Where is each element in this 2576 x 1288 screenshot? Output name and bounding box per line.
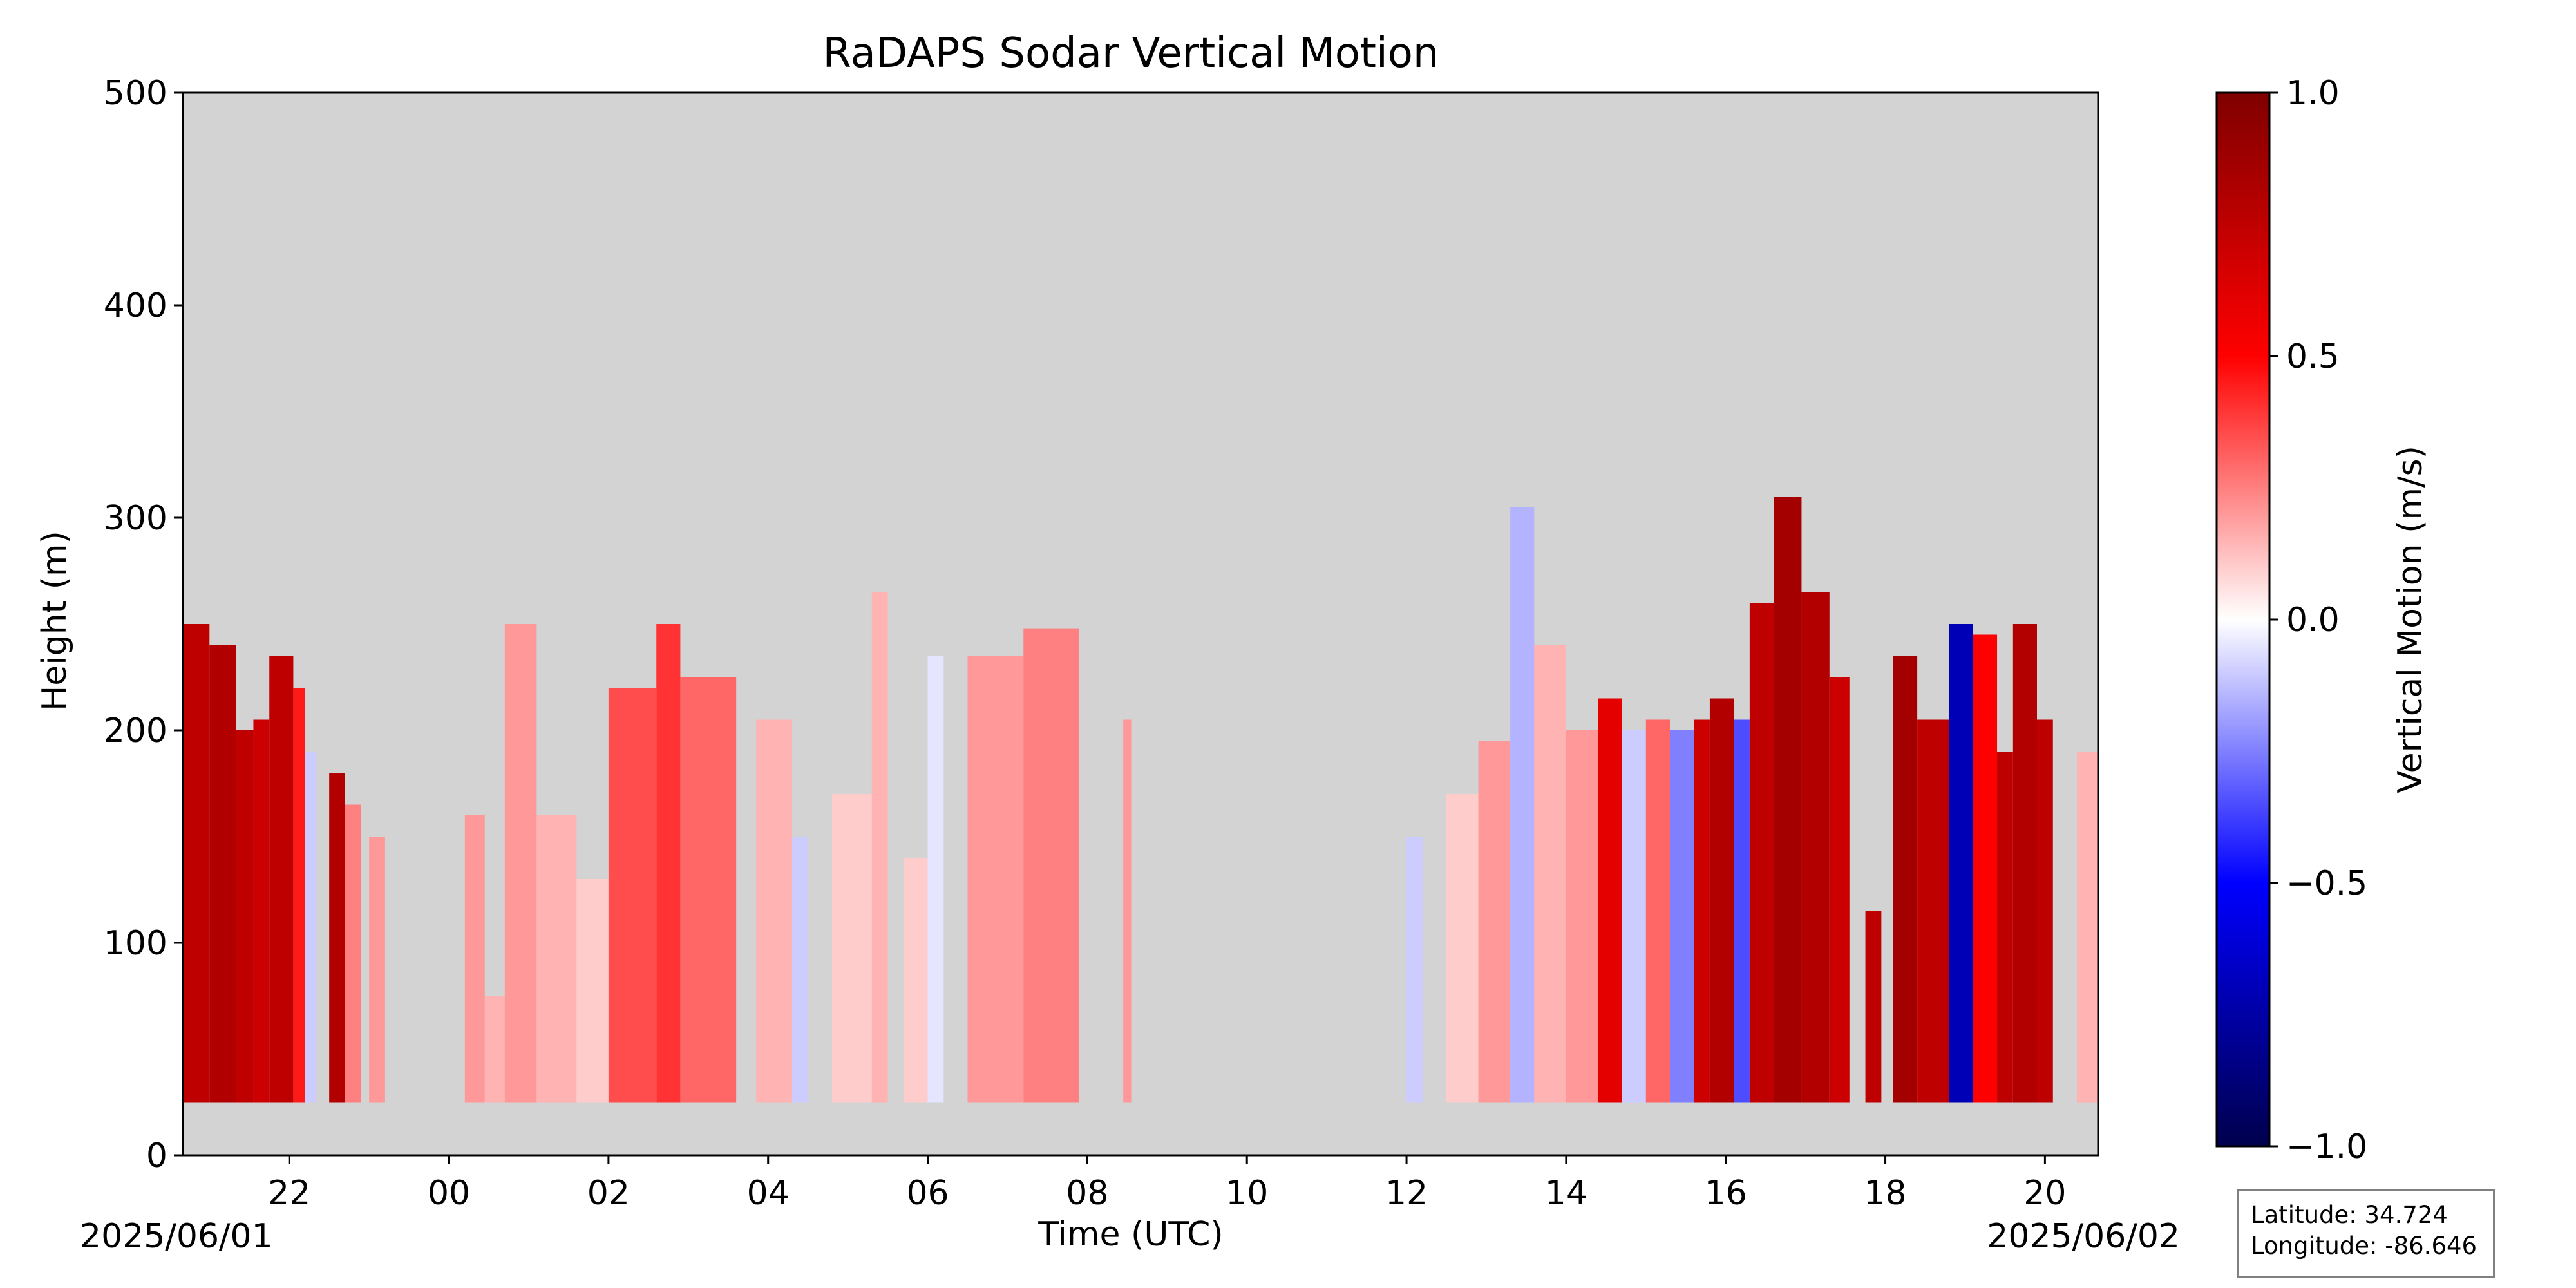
data-column xyxy=(1023,628,1079,1103)
colorbar-ticks: 1.0 0.5 0.0 −0.5 −1.0 xyxy=(2269,74,2367,1166)
data-column xyxy=(756,719,792,1103)
start-date-label: 2025/06/01 xyxy=(80,1217,273,1256)
data-column xyxy=(1669,730,1694,1103)
x-tick-label: 08 xyxy=(1066,1174,1108,1213)
data-column xyxy=(791,837,808,1103)
colorbar-tick-label: −0.5 xyxy=(2286,864,2367,903)
x-tick-label: 02 xyxy=(587,1174,630,1213)
data-column xyxy=(345,804,361,1103)
x-tick-label: 14 xyxy=(1545,1174,1587,1213)
x-tick-label: 04 xyxy=(747,1174,790,1213)
data-columns xyxy=(183,497,2098,1103)
data-column xyxy=(1622,730,1646,1103)
x-tick-label: 16 xyxy=(1705,1174,1747,1213)
data-column xyxy=(1446,794,1479,1103)
data-column xyxy=(236,730,254,1103)
data-column xyxy=(2076,752,2098,1103)
y-tick-label: 0 xyxy=(146,1137,167,1175)
x-axis-label: Time (UTC) xyxy=(1037,1215,1223,1254)
y-axis-label: Height (m) xyxy=(35,531,74,711)
end-date-label: 2025/06/02 xyxy=(1987,1217,2180,1256)
data-column xyxy=(1478,741,1511,1103)
data-column xyxy=(1917,719,1949,1103)
longitude-text: Longitude: -86.646 xyxy=(2251,1232,2477,1260)
x-tick-label: 20 xyxy=(2023,1174,2066,1213)
data-column xyxy=(1709,698,1734,1103)
data-column xyxy=(1598,698,1622,1103)
data-column xyxy=(1734,719,1750,1103)
data-column xyxy=(1774,497,1802,1103)
data-column xyxy=(329,773,345,1103)
data-column xyxy=(1801,592,1830,1103)
data-column xyxy=(967,656,1024,1103)
data-column xyxy=(1123,719,1132,1103)
data-column xyxy=(1566,730,1598,1103)
x-tick-label: 10 xyxy=(1226,1174,1268,1213)
x-axis-ticks: 22 00 02 04 06 08 10 12 14 16 18 20 xyxy=(268,1155,2066,1213)
x-tick-label: 00 xyxy=(428,1174,470,1213)
y-tick-label: 100 xyxy=(104,924,167,963)
y-tick-label: 500 xyxy=(104,74,167,113)
data-column xyxy=(1534,645,1566,1103)
data-column xyxy=(484,996,505,1103)
data-column xyxy=(2012,624,2037,1103)
latitude-text: Latitude: 34.724 xyxy=(2251,1201,2448,1229)
x-tick-label: 22 xyxy=(268,1174,310,1213)
data-column xyxy=(1510,507,1535,1103)
y-axis-ticks: 0 100 200 300 400 500 xyxy=(104,74,183,1175)
x-tick-label: 18 xyxy=(1864,1174,1906,1213)
data-column xyxy=(1829,677,1850,1103)
location-info-box: Latitude: 34.724 Longitude: -86.646 xyxy=(2237,1189,2495,1278)
data-column xyxy=(1694,719,1710,1103)
data-column xyxy=(831,794,872,1103)
data-column xyxy=(927,656,944,1103)
data-column xyxy=(1406,837,1423,1103)
data-column xyxy=(293,688,306,1103)
colorbar xyxy=(2215,91,2271,1148)
x-tick-label: 06 xyxy=(906,1174,949,1213)
data-column xyxy=(209,645,236,1103)
colorbar-tick-label: −1.0 xyxy=(2286,1128,2367,1166)
y-tick-label: 400 xyxy=(104,287,167,325)
colorbar-label: Vertical Motion (m/s) xyxy=(2391,446,2430,793)
chart-title: RaDAPS Sodar Vertical Motion xyxy=(823,30,1439,77)
colorbar-tick-label: 1.0 xyxy=(2286,74,2340,113)
y-tick-label: 200 xyxy=(104,712,167,750)
data-column xyxy=(305,752,316,1103)
data-column xyxy=(504,624,537,1103)
data-column xyxy=(1749,603,1774,1103)
data-column xyxy=(1893,656,1918,1103)
colorbar-tick-label: 0.0 xyxy=(2286,601,2340,639)
data-column xyxy=(536,815,577,1103)
data-column xyxy=(576,879,609,1103)
data-column xyxy=(369,837,385,1103)
data-column xyxy=(608,688,657,1103)
colorbar-tick-label: 0.5 xyxy=(2286,337,2340,376)
data-column xyxy=(871,592,888,1103)
plot-frame xyxy=(182,91,2099,1157)
data-column xyxy=(1973,634,1998,1103)
data-column xyxy=(1949,624,1973,1103)
data-column xyxy=(680,677,737,1103)
data-column xyxy=(269,656,294,1103)
data-column xyxy=(1865,911,1882,1103)
x-tick-label: 12 xyxy=(1385,1174,1428,1213)
data-column xyxy=(2036,719,2053,1103)
data-column xyxy=(1645,719,1670,1103)
y-tick-label: 300 xyxy=(104,499,167,538)
data-column xyxy=(183,624,210,1103)
data-column xyxy=(464,815,485,1103)
data-column xyxy=(1997,752,2013,1103)
data-column xyxy=(253,719,270,1103)
data-column xyxy=(904,858,928,1103)
data-column xyxy=(656,624,681,1103)
